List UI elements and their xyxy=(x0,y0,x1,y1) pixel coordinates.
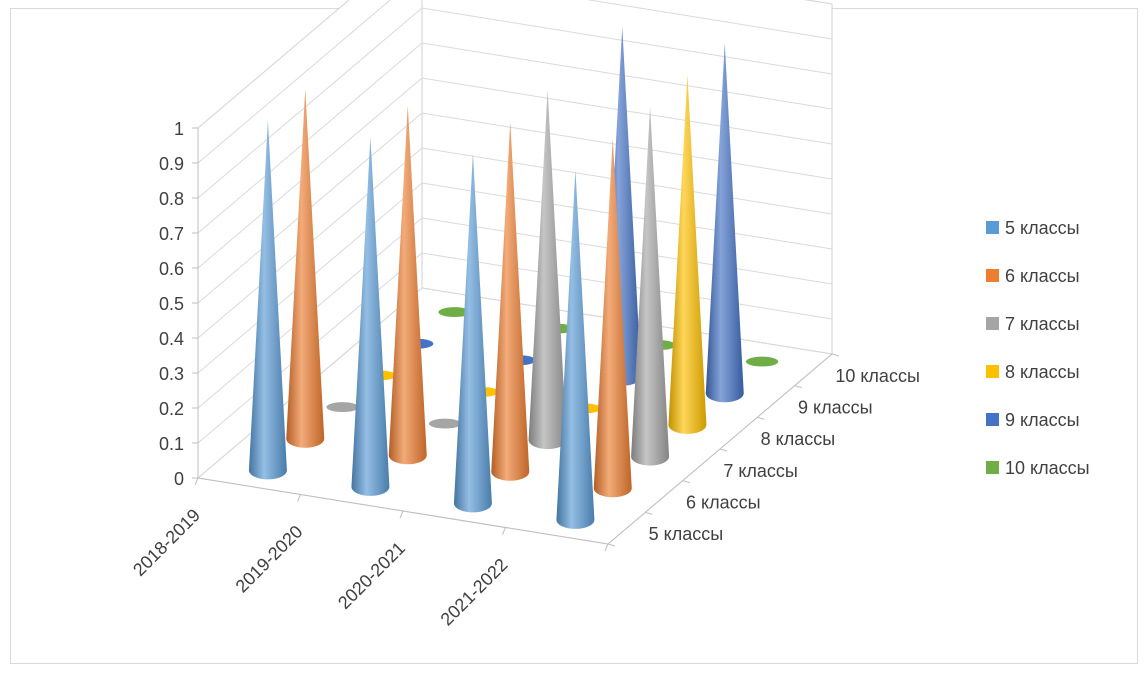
cone xyxy=(631,106,670,466)
cone-base-zero xyxy=(438,307,471,318)
cone xyxy=(286,88,325,448)
legend-swatch xyxy=(986,413,999,426)
cone xyxy=(528,90,567,450)
legend-swatch xyxy=(986,317,999,330)
depth-tick-label: 8 классы xyxy=(761,429,836,449)
x-tick xyxy=(604,543,609,552)
depth-tick-label: 9 классы xyxy=(798,398,873,418)
legend-swatch xyxy=(986,365,999,378)
y-tick-label: 0.6 xyxy=(159,259,184,279)
legend-swatch xyxy=(986,221,999,234)
gridline xyxy=(197,77,833,269)
cone xyxy=(491,121,530,481)
gridline xyxy=(197,0,833,129)
cone-base-zero xyxy=(428,418,462,429)
x-tick-label: 2020-2021 xyxy=(334,538,409,613)
depth-tick-label: 5 классы xyxy=(649,524,724,544)
legend-label: 7 классы xyxy=(1005,314,1080,334)
y-tick-label: 0.1 xyxy=(159,434,184,454)
axes xyxy=(192,127,840,552)
y-tick-label: 0.9 xyxy=(159,154,184,174)
cone-base-zero xyxy=(745,356,779,367)
depth-tick-label: 7 классы xyxy=(723,461,798,481)
y-tick-label: 0.2 xyxy=(159,399,184,419)
cone-base-zero xyxy=(326,402,359,413)
y-tick-label: 0.7 xyxy=(159,224,184,244)
legend-label: 5 классы xyxy=(1005,218,1080,238)
x-tick-label: 2019-2020 xyxy=(232,521,307,596)
cone xyxy=(453,153,492,513)
cone xyxy=(668,74,707,434)
depth-tick xyxy=(757,416,765,420)
depth-tick-label: 10 классы xyxy=(835,366,920,386)
cone xyxy=(705,43,744,403)
depth-tick xyxy=(831,353,840,357)
gridline xyxy=(197,7,833,199)
x-tick xyxy=(194,477,199,486)
depth-tick xyxy=(794,385,802,389)
x-tick-label: 2018-2019 xyxy=(129,505,204,580)
cone xyxy=(593,138,632,498)
cone xyxy=(351,136,390,496)
y-tick-label: 0 xyxy=(174,469,184,489)
x-tick xyxy=(502,527,506,535)
depth-tick xyxy=(682,480,690,484)
cone xyxy=(388,105,427,465)
x-tick xyxy=(399,510,404,519)
gridline xyxy=(197,42,833,234)
cone xyxy=(248,120,287,480)
legend: 5 классы 6 классы 7 классы 8 классы 9 классы… xyxy=(986,218,1090,478)
y-tick-label: 0.3 xyxy=(159,364,184,384)
y-tick-label: 0.8 xyxy=(159,189,184,209)
y-tick-label: 0.4 xyxy=(159,329,184,349)
x-tick-label: 2021-2022 xyxy=(437,554,512,629)
legend-label: 10 классы xyxy=(1005,458,1090,478)
x-tick xyxy=(297,494,301,502)
legend-swatch xyxy=(986,461,999,474)
legend-label: 9 классы xyxy=(1005,410,1080,430)
cones xyxy=(248,26,779,529)
cone xyxy=(556,169,595,529)
gridline xyxy=(197,0,833,164)
legend-swatch xyxy=(986,269,999,282)
depth-tick xyxy=(719,448,728,452)
legend-label: 6 классы xyxy=(1005,266,1080,286)
y-tick-label: 0.5 xyxy=(159,294,184,314)
depth-tick xyxy=(645,511,653,515)
legend-label: 8 классы xyxy=(1005,362,1080,382)
depth-tick xyxy=(607,543,616,547)
y-tick-label: 1 xyxy=(174,119,184,139)
depth-tick-label: 6 классы xyxy=(686,493,761,513)
